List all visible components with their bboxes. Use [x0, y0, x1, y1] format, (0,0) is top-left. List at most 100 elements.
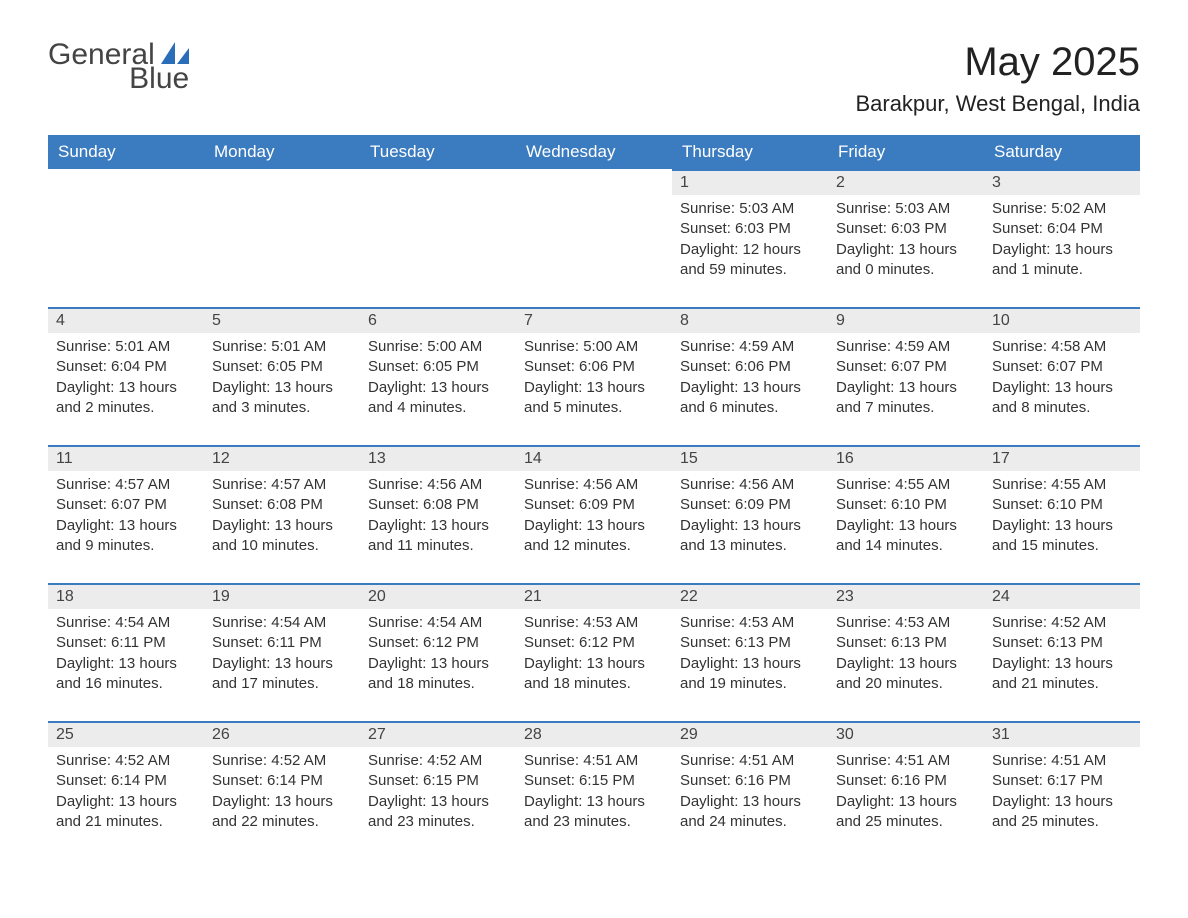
calendar-day-cell: 26Sunrise: 4:52 AMSunset: 6:14 PMDayligh…: [204, 721, 360, 859]
daylight-line: Daylight: 13 hours and 17 minutes.: [212, 654, 352, 695]
day-number: 13: [360, 445, 516, 471]
day-number: 23: [828, 583, 984, 609]
day-details: Sunrise: 4:53 AMSunset: 6:12 PMDaylight:…: [516, 609, 672, 700]
sunrise-line: Sunrise: 5:02 AM: [992, 199, 1132, 219]
day-number: 10: [984, 307, 1140, 333]
day-number: 15: [672, 445, 828, 471]
sunrise-line: Sunrise: 4:56 AM: [680, 475, 820, 495]
calendar-day-cell: 29Sunrise: 4:51 AMSunset: 6:16 PMDayligh…: [672, 721, 828, 859]
day-number: 14: [516, 445, 672, 471]
sunset-line: Sunset: 6:04 PM: [992, 219, 1132, 239]
day-details: Sunrise: 5:03 AMSunset: 6:03 PMDaylight:…: [672, 195, 828, 286]
calendar-day-cell: 13Sunrise: 4:56 AMSunset: 6:08 PMDayligh…: [360, 445, 516, 583]
day-number: 11: [48, 445, 204, 471]
day-details: Sunrise: 4:52 AMSunset: 6:13 PMDaylight:…: [984, 609, 1140, 700]
sunrise-line: Sunrise: 4:53 AM: [836, 613, 976, 633]
day-details: Sunrise: 4:56 AMSunset: 6:08 PMDaylight:…: [360, 471, 516, 562]
daylight-line: Daylight: 13 hours and 8 minutes.: [992, 378, 1132, 419]
daylight-line: Daylight: 13 hours and 3 minutes.: [212, 378, 352, 419]
sunset-line: Sunset: 6:09 PM: [524, 495, 664, 515]
calendar-week-row: 25Sunrise: 4:52 AMSunset: 6:14 PMDayligh…: [48, 721, 1140, 859]
sunset-line: Sunset: 6:12 PM: [368, 633, 508, 653]
sunset-line: Sunset: 6:16 PM: [680, 771, 820, 791]
calendar-day-cell: 31Sunrise: 4:51 AMSunset: 6:17 PMDayligh…: [984, 721, 1140, 859]
sunrise-line: Sunrise: 5:00 AM: [368, 337, 508, 357]
sunrise-line: Sunrise: 4:52 AM: [368, 751, 508, 771]
sunset-line: Sunset: 6:07 PM: [836, 357, 976, 377]
daylight-line: Daylight: 13 hours and 7 minutes.: [836, 378, 976, 419]
day-details: Sunrise: 4:53 AMSunset: 6:13 PMDaylight:…: [672, 609, 828, 700]
day-number: 2: [828, 169, 984, 195]
sunrise-line: Sunrise: 4:56 AM: [368, 475, 508, 495]
day-number: 22: [672, 583, 828, 609]
sunset-line: Sunset: 6:08 PM: [212, 495, 352, 515]
day-number: 31: [984, 721, 1140, 747]
weekday-header: Saturday: [984, 135, 1140, 169]
day-number: 17: [984, 445, 1140, 471]
day-details: Sunrise: 4:51 AMSunset: 6:17 PMDaylight:…: [984, 747, 1140, 838]
day-number: 28: [516, 721, 672, 747]
daylight-line: Daylight: 13 hours and 6 minutes.: [680, 378, 820, 419]
calendar-day-cell: 15Sunrise: 4:56 AMSunset: 6:09 PMDayligh…: [672, 445, 828, 583]
weekday-header: Monday: [204, 135, 360, 169]
daylight-line: Daylight: 13 hours and 19 minutes.: [680, 654, 820, 695]
sunrise-line: Sunrise: 5:03 AM: [680, 199, 820, 219]
daylight-line: Daylight: 13 hours and 0 minutes.: [836, 240, 976, 281]
daylight-line: Daylight: 13 hours and 24 minutes.: [680, 792, 820, 833]
day-number: 30: [828, 721, 984, 747]
daylight-line: Daylight: 13 hours and 21 minutes.: [992, 654, 1132, 695]
calendar-day-cell: 28Sunrise: 4:51 AMSunset: 6:15 PMDayligh…: [516, 721, 672, 859]
day-number: 3: [984, 169, 1140, 195]
calendar-day-cell: 27Sunrise: 4:52 AMSunset: 6:15 PMDayligh…: [360, 721, 516, 859]
sunset-line: Sunset: 6:10 PM: [992, 495, 1132, 515]
daylight-line: Daylight: 13 hours and 25 minutes.: [992, 792, 1132, 833]
daylight-line: Daylight: 13 hours and 2 minutes.: [56, 378, 196, 419]
calendar-day-cell: 3Sunrise: 5:02 AMSunset: 6:04 PMDaylight…: [984, 169, 1140, 307]
page-subtitle: Barakpur, West Bengal, India: [855, 91, 1140, 117]
day-number: 20: [360, 583, 516, 609]
calendar-day-cell: 18Sunrise: 4:54 AMSunset: 6:11 PMDayligh…: [48, 583, 204, 721]
day-details: Sunrise: 4:52 AMSunset: 6:14 PMDaylight:…: [204, 747, 360, 838]
sunset-line: Sunset: 6:10 PM: [836, 495, 976, 515]
day-details: Sunrise: 4:51 AMSunset: 6:16 PMDaylight:…: [672, 747, 828, 838]
day-number: 16: [828, 445, 984, 471]
daylight-line: Daylight: 13 hours and 11 minutes.: [368, 516, 508, 557]
sunset-line: Sunset: 6:03 PM: [836, 219, 976, 239]
daylight-line: Daylight: 13 hours and 16 minutes.: [56, 654, 196, 695]
calendar-week-row: 11Sunrise: 4:57 AMSunset: 6:07 PMDayligh…: [48, 445, 1140, 583]
calendar-day-cell: 17Sunrise: 4:55 AMSunset: 6:10 PMDayligh…: [984, 445, 1140, 583]
day-number: 7: [516, 307, 672, 333]
day-details: Sunrise: 4:54 AMSunset: 6:12 PMDaylight:…: [360, 609, 516, 700]
sunrise-line: Sunrise: 4:54 AM: [56, 613, 196, 633]
weekday-header: Thursday: [672, 135, 828, 169]
calendar-day-cell: [516, 169, 672, 307]
calendar-week-row: 1Sunrise: 5:03 AMSunset: 6:03 PMDaylight…: [48, 169, 1140, 307]
daylight-line: Daylight: 13 hours and 20 minutes.: [836, 654, 976, 695]
day-details: Sunrise: 5:01 AMSunset: 6:04 PMDaylight:…: [48, 333, 204, 424]
sunset-line: Sunset: 6:09 PM: [680, 495, 820, 515]
sunrise-line: Sunrise: 4:55 AM: [836, 475, 976, 495]
calendar-day-cell: 16Sunrise: 4:55 AMSunset: 6:10 PMDayligh…: [828, 445, 984, 583]
sunrise-line: Sunrise: 4:51 AM: [836, 751, 976, 771]
day-details: Sunrise: 4:55 AMSunset: 6:10 PMDaylight:…: [984, 471, 1140, 562]
calendar-week-row: 4Sunrise: 5:01 AMSunset: 6:04 PMDaylight…: [48, 307, 1140, 445]
day-details: Sunrise: 4:55 AMSunset: 6:10 PMDaylight:…: [828, 471, 984, 562]
day-number: 27: [360, 721, 516, 747]
calendar-day-cell: [360, 169, 516, 307]
calendar-day-cell: 19Sunrise: 4:54 AMSunset: 6:11 PMDayligh…: [204, 583, 360, 721]
day-details: Sunrise: 5:00 AMSunset: 6:06 PMDaylight:…: [516, 333, 672, 424]
daylight-line: Daylight: 13 hours and 23 minutes.: [368, 792, 508, 833]
calendar-day-cell: 7Sunrise: 5:00 AMSunset: 6:06 PMDaylight…: [516, 307, 672, 445]
sunset-line: Sunset: 6:08 PM: [368, 495, 508, 515]
day-number: 9: [828, 307, 984, 333]
daylight-line: Daylight: 13 hours and 15 minutes.: [992, 516, 1132, 557]
sunset-line: Sunset: 6:11 PM: [212, 633, 352, 653]
sunset-line: Sunset: 6:16 PM: [836, 771, 976, 791]
sunrise-line: Sunrise: 4:55 AM: [992, 475, 1132, 495]
day-number: 6: [360, 307, 516, 333]
calendar-day-cell: 10Sunrise: 4:58 AMSunset: 6:07 PMDayligh…: [984, 307, 1140, 445]
calendar-table: SundayMondayTuesdayWednesdayThursdayFrid…: [48, 135, 1140, 859]
day-details: Sunrise: 4:54 AMSunset: 6:11 PMDaylight:…: [204, 609, 360, 700]
calendar-day-cell: 24Sunrise: 4:52 AMSunset: 6:13 PMDayligh…: [984, 583, 1140, 721]
day-details: Sunrise: 4:59 AMSunset: 6:07 PMDaylight:…: [828, 333, 984, 424]
